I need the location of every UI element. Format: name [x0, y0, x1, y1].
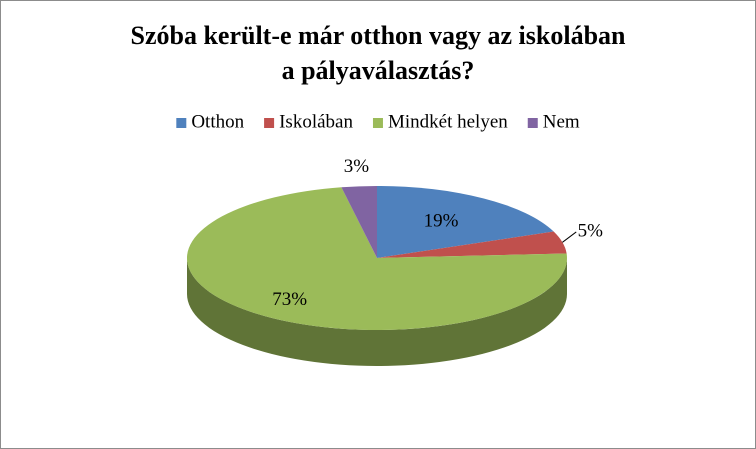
legend-label: Iskolában	[279, 111, 353, 132]
pie: 19% 5% 73% 3%	[186, 156, 604, 366]
data-label: 5%	[578, 220, 604, 241]
legend-swatch	[372, 118, 383, 128]
slice	[377, 186, 554, 258]
legend-label: Nem	[543, 111, 580, 132]
slice	[341, 186, 377, 258]
data-label: 3%	[344, 156, 370, 177]
slice-side	[187, 258, 567, 366]
chart-title: a pályaválasztás?	[282, 56, 475, 85]
slice	[186, 187, 567, 330]
legend-label: Otthon	[191, 111, 244, 132]
data-label: 73%	[272, 289, 307, 310]
chart-title: Szóba került-e már otthon vagy az iskolá…	[131, 21, 627, 50]
legend-swatch	[264, 118, 275, 128]
legend-label: Mindkét helyen	[388, 111, 508, 132]
legend-swatch	[176, 118, 187, 128]
slice	[377, 231, 567, 258]
leader-line	[562, 231, 577, 243]
legend: Otthon Iskolában Mindkét helyen Nem	[176, 111, 580, 132]
data-label: 19%	[424, 211, 459, 232]
legend-swatch	[527, 118, 538, 128]
